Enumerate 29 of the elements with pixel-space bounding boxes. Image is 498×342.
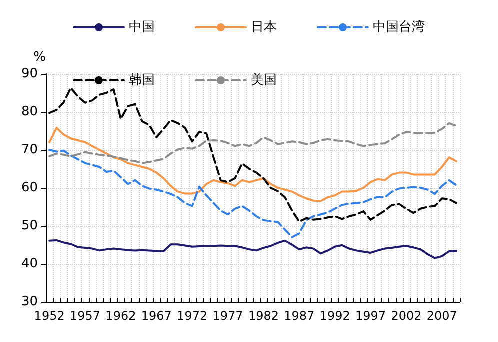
legend-label: 韩国 xyxy=(129,73,155,88)
x-tick-label: 1977 xyxy=(212,309,244,323)
legend-label: 中国 xyxy=(129,20,155,35)
y-axis-title: % xyxy=(34,50,46,65)
y-tick-label: 50 xyxy=(21,218,38,234)
line-series xyxy=(48,122,458,164)
x-tick-label: 1997 xyxy=(356,309,386,323)
line-series xyxy=(48,149,458,238)
legend-label: 中国台湾 xyxy=(373,19,425,35)
x-tick-label: 1972 xyxy=(177,309,208,323)
x-tick-label: 2002 xyxy=(391,309,422,323)
x-tick-label: 1967 xyxy=(141,309,172,323)
x-tick-label: 1957 xyxy=(70,309,101,323)
x-tick-label: 1952 xyxy=(34,309,65,323)
y-tick-label: 60 xyxy=(21,180,38,196)
y-tick-label: 70 xyxy=(21,142,38,158)
line-series xyxy=(48,126,458,202)
y-tick-label: 40 xyxy=(21,256,38,272)
legend-label: 日本 xyxy=(251,20,277,35)
y-tick-label: 90 xyxy=(21,66,38,82)
x-tick-label: 1987 xyxy=(284,309,315,323)
x-tick-label: 1982 xyxy=(248,309,279,323)
y-tick-label: 30 xyxy=(21,294,38,310)
y-tick-label: 80 xyxy=(21,104,38,120)
legend-label: 美国 xyxy=(251,72,277,88)
line-series xyxy=(48,239,458,260)
x-tick-label: 1992 xyxy=(320,309,350,323)
x-tick-label: 2007 xyxy=(426,309,458,323)
x-tick-label: 1962 xyxy=(106,309,136,323)
